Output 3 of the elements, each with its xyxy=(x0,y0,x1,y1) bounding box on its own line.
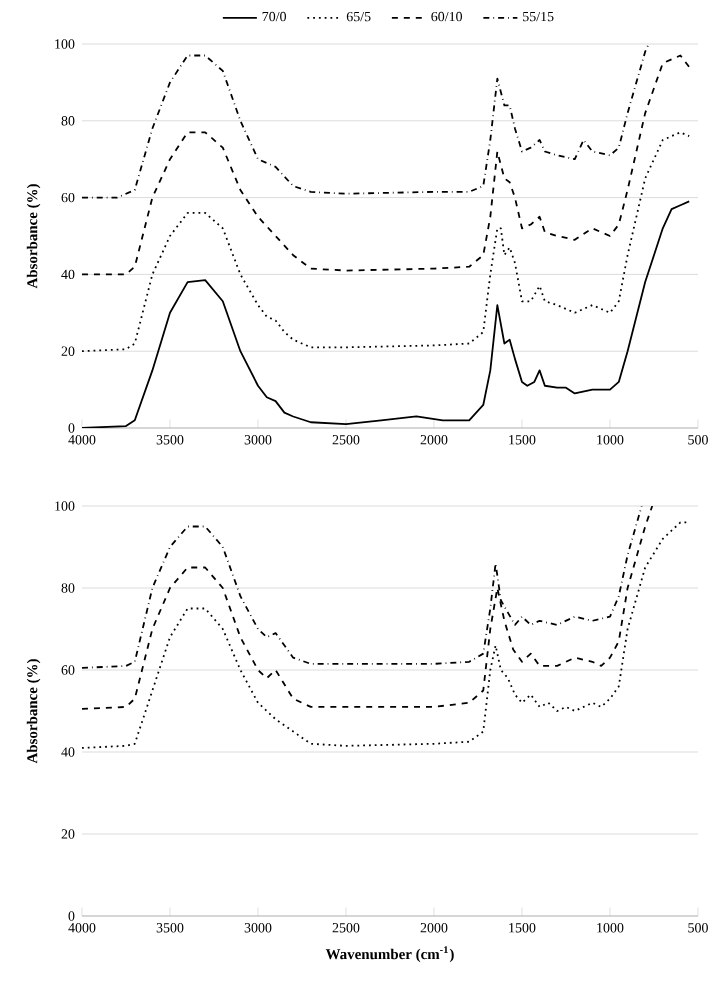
line-series xyxy=(82,131,691,353)
line-series xyxy=(82,200,691,428)
line-series xyxy=(82,44,651,199)
